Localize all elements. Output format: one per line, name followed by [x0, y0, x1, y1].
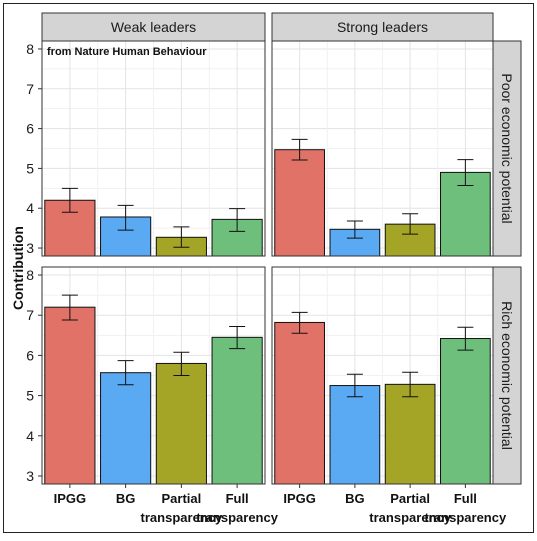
y-tick-label: 8: [26, 41, 34, 57]
bar: [100, 372, 152, 485]
column-strip-label: Weak leaders: [111, 19, 196, 35]
row-strip-label: Poor economic potential: [499, 73, 515, 223]
y-tick-label: 5: [26, 160, 34, 176]
x-tick-label: Partial: [162, 491, 202, 506]
y-tick-label: 4: [26, 200, 34, 216]
x-tick-label: transparency: [141, 510, 223, 525]
panel: [271, 40, 494, 257]
y-tick-label: 6: [26, 347, 34, 363]
y-tick-label: 7: [26, 307, 34, 323]
panel-border: [41, 40, 266, 257]
row-strip: [492, 40, 522, 257]
panel-border: [271, 266, 494, 485]
x-tick-label: transparency: [425, 510, 507, 525]
y-tick-label: 8: [26, 267, 34, 283]
column-strip-label: Strong leaders: [337, 19, 428, 35]
x-tick-label: transparency: [369, 510, 451, 525]
x-tick-label: IPGG: [54, 491, 87, 506]
bar: [329, 385, 381, 485]
x-tick-label: BG: [345, 491, 365, 506]
panel-border: [41, 266, 266, 485]
bar: [155, 362, 207, 485]
bar: [274, 321, 325, 485]
source-annotation: from Nature Human Behaviour: [47, 46, 207, 58]
panel: IPGG BG PartialtransparencyFulltransparenc…: [41, 266, 279, 525]
bar: [44, 306, 96, 485]
x-tick-label: transparency: [196, 510, 278, 525]
y-tick-label: 3: [26, 468, 34, 484]
row-strip-label: Rich economic potential: [499, 301, 515, 450]
y-axis-title: Contribution: [10, 226, 26, 310]
x-tick-label: Partial: [390, 491, 430, 506]
outer-frame: [3, 3, 534, 533]
column-strip: [271, 12, 494, 42]
y-tick-label: 7: [26, 81, 34, 97]
panel: IPGG BG PartialtransparencyFulltransparenc…: [271, 266, 507, 525]
y-tick-label: 5: [26, 388, 34, 404]
x-tick-label: Full: [454, 491, 477, 506]
bar: [274, 149, 325, 257]
x-tick-label: IPGG: [283, 491, 316, 506]
y-tick-label: 6: [26, 121, 34, 137]
bar: [211, 336, 263, 485]
panel: [41, 40, 266, 257]
y-tick-label: 3: [26, 240, 34, 256]
bar: [440, 171, 491, 257]
x-tick-label: Full: [226, 491, 249, 506]
bar: [384, 383, 436, 485]
panel-border: [271, 40, 494, 257]
bar: [440, 338, 491, 485]
y-tick-label: 4: [26, 428, 34, 444]
x-tick-label: BG: [116, 491, 136, 506]
